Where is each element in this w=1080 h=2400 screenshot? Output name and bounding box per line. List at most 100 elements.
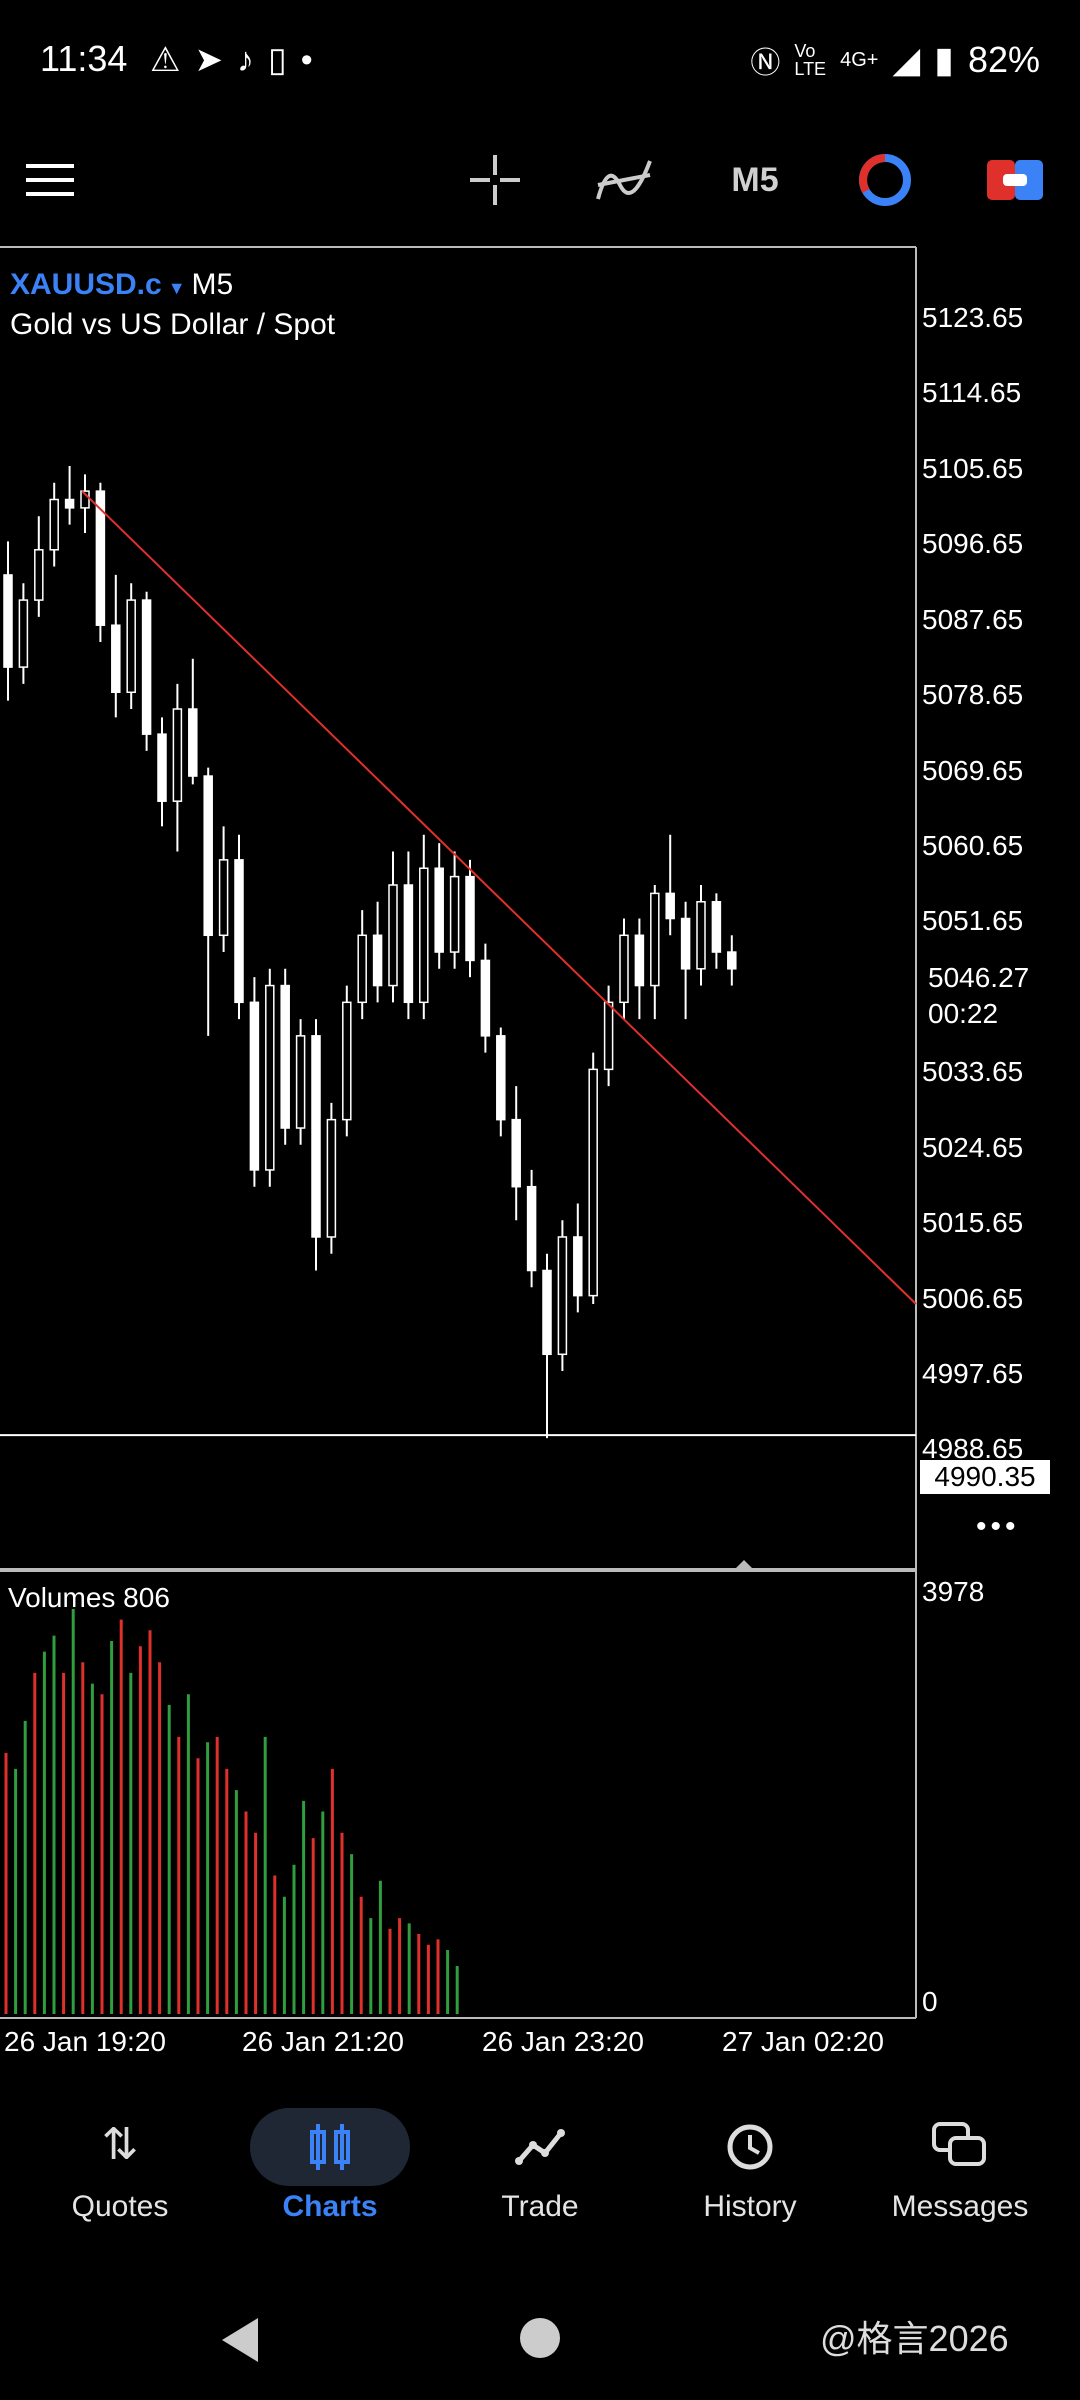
volume-axis-max: 3978 [922, 1576, 985, 1607]
candle-body [280, 984, 290, 1129]
candle-body [111, 624, 121, 694]
candle-body [64, 498, 75, 509]
system-home-button[interactable] [520, 2318, 560, 2358]
candle-body [588, 1068, 598, 1297]
signal-icon: ◢ [892, 39, 921, 80]
menu-icon[interactable] [22, 150, 78, 210]
system-back-button[interactable] [222, 2318, 258, 2362]
candle-body [34, 549, 44, 601]
price-tick: 5105.65 [922, 452, 1024, 484]
messages-icon [860, 2110, 1060, 2180]
candle-body [311, 1035, 321, 1238]
battery-level: 82% [967, 39, 1040, 80]
price-tick: 5015.65 [922, 1207, 1024, 1239]
symbol-name: XAUUSD.c [10, 268, 162, 301]
candle-body [573, 1236, 583, 1297]
nav-trade[interactable]: Trade [440, 2110, 640, 2224]
indicators-icon[interactable] [592, 150, 656, 210]
candles [3, 465, 737, 1439]
candle-body [218, 859, 229, 937]
symbol-period: M5 [191, 268, 234, 301]
nav-label: Quotes [71, 2190, 169, 2223]
phone-sync-icon: ▯ [267, 41, 301, 79]
trade-icon [440, 2110, 640, 2180]
candle-body [696, 901, 706, 970]
volume-axis-min: 0 [922, 1986, 938, 2017]
price-tick: 5114.65 [922, 377, 1022, 409]
one-click-trading-icon[interactable] [855, 150, 915, 210]
candle-body [634, 934, 645, 987]
nfc-icon: Ⓝ [750, 47, 781, 80]
candle-body [357, 934, 367, 1004]
candle-body [727, 951, 737, 970]
history-icon [650, 2110, 850, 2180]
current-price: 5046.27 [928, 962, 1030, 993]
candle-body [557, 1236, 568, 1356]
price-tick: 5123.65 [922, 302, 1024, 334]
time-tick: 26 Jan 21:20 [242, 2026, 404, 2057]
status-notification-icons: ⚠➤♪▯• [150, 40, 327, 80]
nav-label: Trade [501, 2190, 579, 2223]
time-tick: 26 Jan 23:20 [482, 2026, 644, 2057]
candle-body [326, 1118, 337, 1238]
chart-frame [0, 246, 917, 2019]
trade-panel-icon[interactable] [985, 150, 1045, 210]
trendline [0, 490, 917, 1437]
candle-body [234, 859, 244, 1004]
nav-history[interactable]: History [650, 2110, 850, 2224]
candle-body [95, 490, 106, 626]
charts-active-indicator [250, 2108, 410, 2186]
candle-body [342, 1001, 352, 1121]
candle-body [265, 984, 275, 1171]
candle-body [403, 884, 414, 1004]
candle-body [141, 599, 152, 735]
candle-body [434, 867, 444, 953]
time-tick: 27 Jan 02:20 [722, 2026, 884, 2057]
candle-body [18, 599, 29, 668]
nav-quotes[interactable]: ⇅ Quotes [20, 2110, 220, 2224]
candle-body [249, 1001, 260, 1171]
network-type: 4G+ [840, 48, 879, 71]
candle-body [496, 1035, 506, 1121]
candle-body [49, 498, 59, 551]
timeframe-button[interactable]: M5 [720, 150, 790, 210]
more-options-icon[interactable]: ••• [976, 1510, 1020, 1543]
chart-toolbar [0, 130, 1080, 240]
status-right: Ⓝ Vo LTE 4G+ ◢ ▮ 82% [750, 38, 1040, 82]
crosshair-icon[interactable] [465, 150, 525, 210]
pane-resize-handle [734, 1560, 754, 1570]
dot-icon: • [300, 41, 327, 79]
candle-body [542, 1269, 552, 1356]
price-tick: 5078.65 [922, 679, 1024, 711]
price-chart[interactable] [0, 244, 1080, 2044]
price-tick: 5087.65 [922, 603, 1024, 635]
nav-label: Charts [282, 2190, 378, 2223]
symbol-dropdown-icon: ▼ [167, 278, 186, 298]
send-icon: ➤ [194, 41, 237, 79]
status-time: 11:34 [40, 38, 128, 79]
nav-charts[interactable]: Charts [230, 2110, 430, 2224]
candle-body [449, 875, 460, 953]
price-tick: 5006.65 [922, 1282, 1024, 1314]
candle-body [603, 1001, 614, 1071]
symbol-header[interactable]: XAUUSD.c ▼ M5 [10, 268, 233, 302]
price-tick: 5033.65 [922, 1056, 1024, 1088]
quotes-icon: ⇅ [101, 2120, 139, 2169]
candle-body [203, 775, 213, 937]
nav-messages[interactable]: Messages [860, 2110, 1060, 2224]
candle-body [680, 917, 691, 970]
price-tick: 5096.65 [922, 528, 1024, 560]
horizontal-line-price[interactable]: 4990.35 [920, 1460, 1050, 1494]
nav-label: History [703, 2190, 797, 2223]
tiktok-icon: ♪ [236, 41, 268, 79]
volte-icon: Vo LTE [794, 41, 827, 79]
candle-body [188, 708, 198, 777]
price-tick: 5069.65 [922, 754, 1024, 786]
volume-bars [4, 1608, 459, 2014]
timeframe-label: M5 [731, 160, 779, 199]
charts-icon [230, 2110, 430, 2180]
candle-body [172, 708, 183, 802]
candle-body [157, 733, 167, 802]
price-tick: 4988.65 [922, 1433, 1024, 1465]
trend-line [81, 490, 917, 1305]
